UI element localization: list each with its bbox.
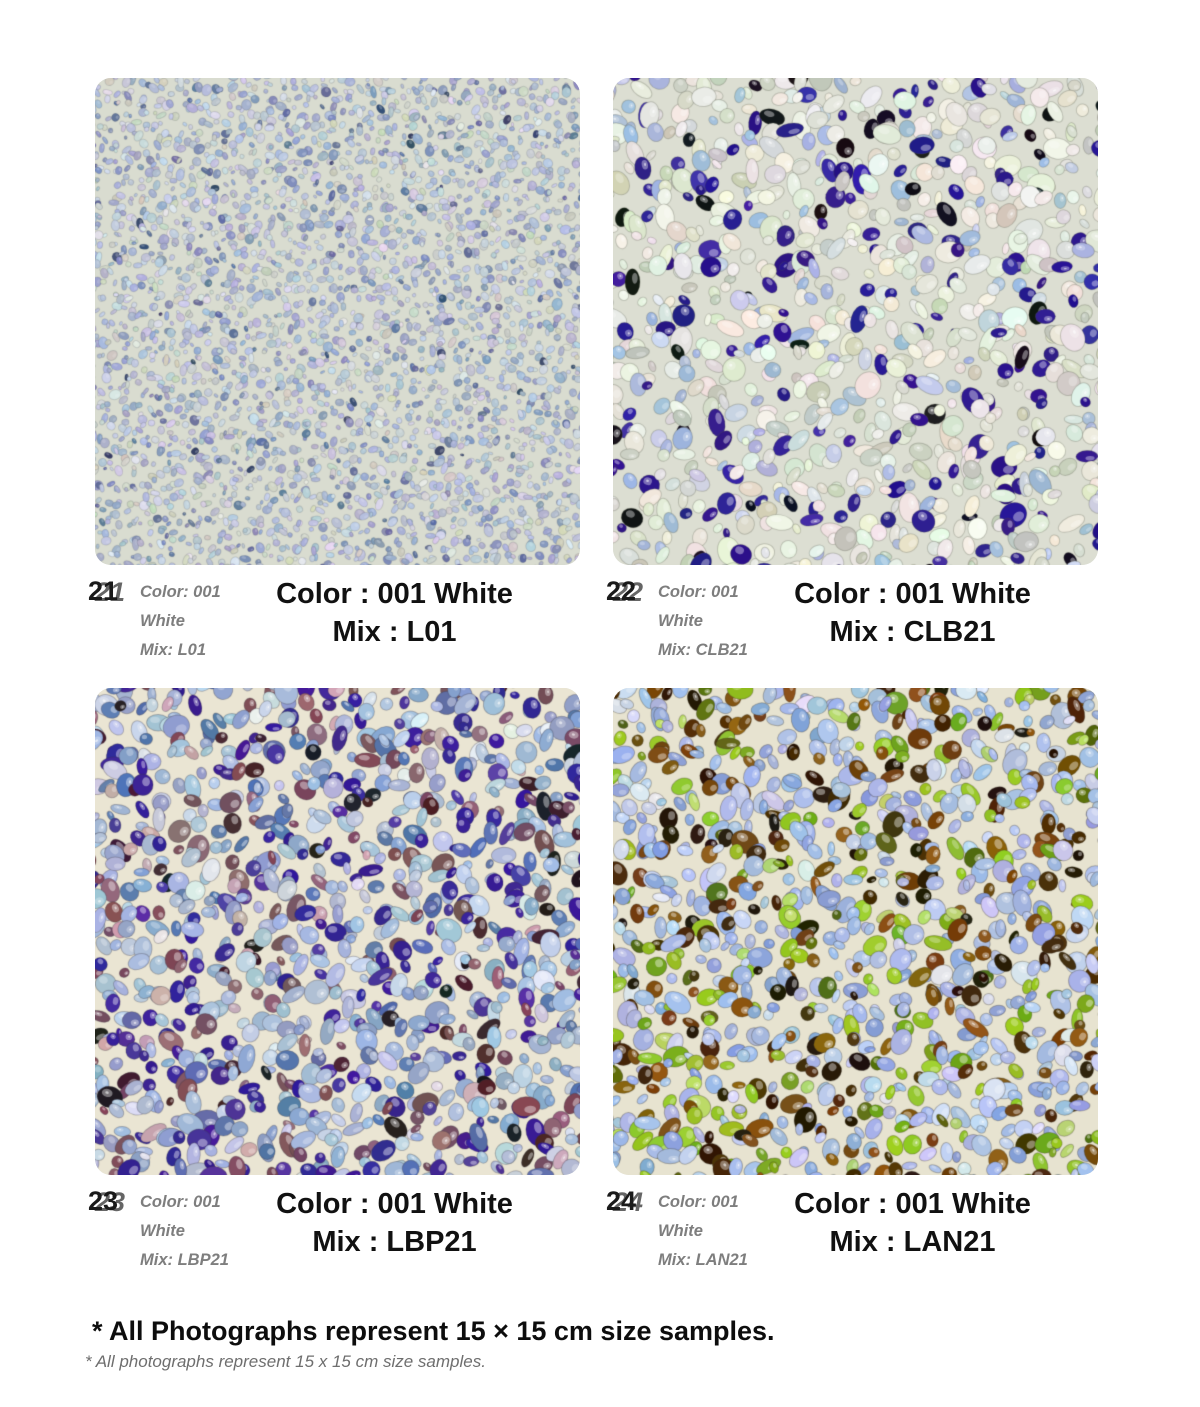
sample-photo [95, 78, 580, 565]
sample-caption-big: Color : 001 White Mix : LBP21 [272, 1185, 517, 1262]
sample-caption-mix: Mix : CLB21 [829, 616, 996, 649]
sample-caption-color: Color : 001 White [794, 1188, 1031, 1220]
sample-photo-canvas [613, 78, 1098, 565]
footnote: * All Photographs represent 15 × 15 cm s… [85, 1316, 775, 1372]
sample-caption-mix: Mix : LBP21 [312, 1226, 477, 1259]
sample-caption: 21 21 Color: 001 White Mix: L01 Color : … [88, 575, 580, 688]
sample-grid: 21 21 Color: 001 White Mix: L01 Color : … [88, 78, 1098, 1298]
sample-card: 24 24 Color: 001 White Mix: LAN21 Color … [606, 688, 1098, 1298]
sample-caption: 23 23 Color: 001 White Mix: LBP21 Color … [88, 1185, 580, 1298]
sample-photo [613, 78, 1098, 565]
sample-number-ghost: 22 [613, 577, 644, 607]
sample-caption-color-small: Color: 001 White [140, 1193, 221, 1240]
sample-photo [613, 688, 1098, 1175]
sample-caption-small: Color: 001 White Mix: LAN21 [658, 1185, 778, 1275]
sample-number-ghost: 24 [613, 1187, 644, 1217]
sample-caption-mix: Mix : L01 [332, 616, 457, 649]
sample-number-ghost: 23 [95, 1187, 126, 1217]
sample-number: 21 21 [88, 576, 126, 607]
sample-card: 23 23 Color: 001 White Mix: LBP21 Color … [88, 688, 580, 1298]
sample-caption-color: Color : 001 White [276, 578, 513, 610]
sample-caption-color-small: Color: 001 White [140, 583, 221, 630]
sample-caption-mix-small: Mix: L01 [140, 640, 207, 659]
sample-caption-mix-small: Mix: LAN21 [658, 1250, 748, 1269]
sample-number: 23 23 [88, 1186, 126, 1217]
sample-caption-small: Color: 001 White Mix: LBP21 [140, 1185, 260, 1275]
sample-card: 21 21 Color: 001 White Mix: L01 Color : … [88, 78, 580, 688]
sample-caption-color-small: Color: 001 White [658, 583, 739, 630]
sample-number: 22 22 [606, 576, 644, 607]
sample-caption: 24 24 Color: 001 White Mix: LAN21 Color … [606, 1185, 1098, 1298]
footnote-italic: * All photographs represent 15 x 15 cm s… [85, 1352, 486, 1371]
sample-number-ghost: 21 [95, 577, 126, 607]
sample-caption-big: Color : 001 White Mix : LAN21 [790, 1185, 1035, 1262]
sample-caption: 22 22 Color: 001 White Mix: CLB21 Color … [606, 575, 1098, 688]
sample-photo-canvas [613, 688, 1098, 1175]
sample-card: 22 22 Color: 001 White Mix: CLB21 Color … [606, 78, 1098, 688]
sample-caption-color: Color : 001 White [276, 1188, 513, 1220]
sample-caption-small: Color: 001 White Mix: CLB21 [658, 575, 778, 665]
sample-photo-canvas [95, 688, 580, 1175]
sample-photo [95, 688, 580, 1175]
sample-caption-mix: Mix : LAN21 [829, 1226, 996, 1259]
sample-caption-small: Color: 001 White Mix: L01 [140, 575, 260, 665]
sample-caption-color: Color : 001 White [794, 578, 1031, 610]
sample-caption-big: Color : 001 White Mix : L01 [272, 575, 517, 652]
sample-caption-mix-small: Mix: LBP21 [140, 1250, 229, 1269]
sample-number: 24 24 [606, 1186, 644, 1217]
sample-caption-big: Color : 001 White Mix : CLB21 [790, 575, 1035, 652]
footnote-bold: * All Photographs represent 15 × 15 cm s… [92, 1316, 775, 1346]
sample-caption-color-small: Color: 001 White [658, 1193, 739, 1240]
sample-caption-mix-small: Mix: CLB21 [658, 640, 748, 659]
sample-photo-canvas [95, 78, 580, 565]
